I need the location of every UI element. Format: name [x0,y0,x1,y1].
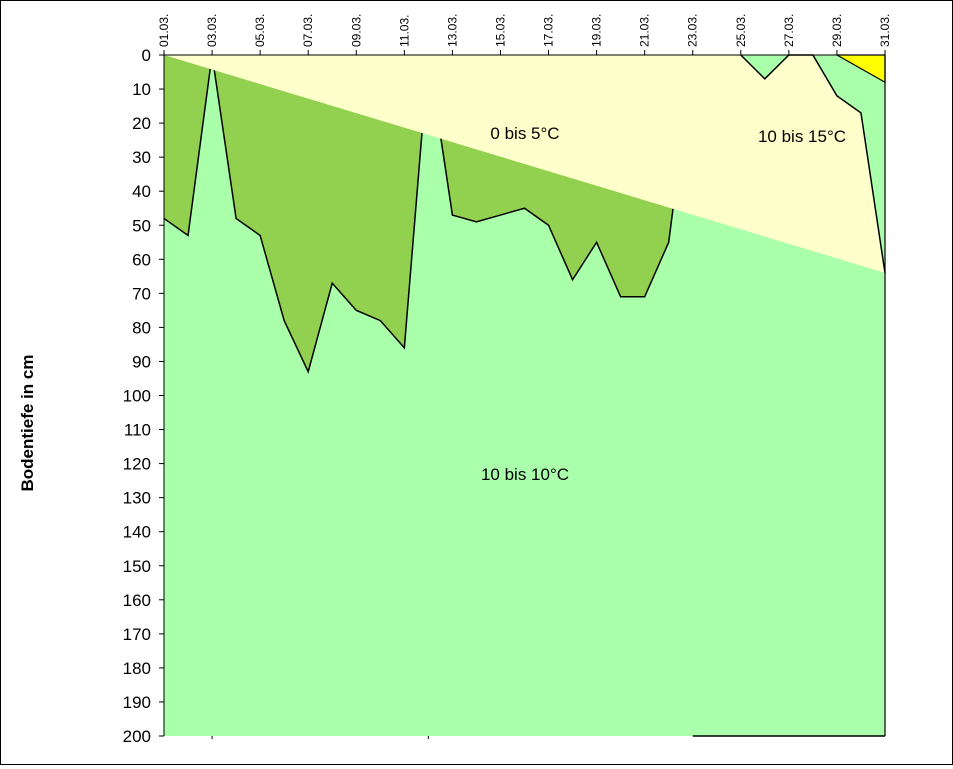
x-tick-label: 29.03. [830,14,844,47]
x-tick-label: 31.03. [878,14,892,47]
x-tick-label: 03.03. [205,14,219,47]
label-10-bis-15: 10 bis 15°C [758,127,846,146]
label-10-bis-10: 10 bis 10°C [481,465,569,484]
y-tick-label: 10 [132,80,151,99]
labels-layer: 0 bis 5°C 10 bis 10°C 10 bis 15°C [481,124,846,484]
y-tick-label: 110 [124,421,151,440]
x-tick-label: 05.03. [253,14,267,47]
label-0-bis-5: 0 bis 5°C [490,124,559,143]
area-0-bis-5 [164,55,885,372]
y-tick-label: 60 [132,250,151,269]
y-tick-label: 150 [123,557,151,576]
y-tick-label: 160 [123,591,151,610]
axes-layer: 0 10 20 30 40 50 60 70 80 90 100 110 120 130 140 150 160… [123,14,892,746]
y-tick-label: 40 [132,182,151,201]
x-tick-label: 17.03. [542,14,556,47]
y-tick-label: 120 [123,455,151,474]
y-tick-label: 100 [123,387,151,406]
area-10-bis-15 [164,55,885,273]
y-tick-label: 50 [132,216,151,235]
x-tick-label: 27.03. [782,14,796,47]
x-tick-label: 23.03. [686,14,700,47]
x-tick-label: 19.03. [590,14,604,47]
y-tick-label: 200 [123,727,151,746]
x-tick-label: 11.03. [397,15,411,47]
x-tick-label: 21.03. [638,14,652,47]
y-tick-label: 90 [132,352,151,371]
x-tick-label: 09.03. [349,14,363,47]
y-tick-label: 80 [132,318,151,337]
y-tick-label: 70 [132,284,151,303]
x-tick-label: 25.03. [734,14,748,47]
y-tick-label: 30 [132,148,151,167]
y-tick-label: 140 [123,523,151,542]
areas-layer [163,54,886,736]
y-tick-label: 180 [123,659,151,678]
y-tick-label: 0 [142,46,151,65]
y-tick-label: 130 [123,489,151,508]
y-axis-label: Bodentiefe in cm [18,355,37,492]
x-tick-label: 13.03. [445,14,459,47]
y-tick-label: 170 [123,625,151,644]
y-tick-label: 20 [132,114,151,133]
x-tick-label: 07.03. [301,14,315,47]
y-tick-label: 190 [123,693,151,712]
x-tick-label: 01.03. [157,14,171,47]
x-tick-label: 15.03. [493,14,507,47]
